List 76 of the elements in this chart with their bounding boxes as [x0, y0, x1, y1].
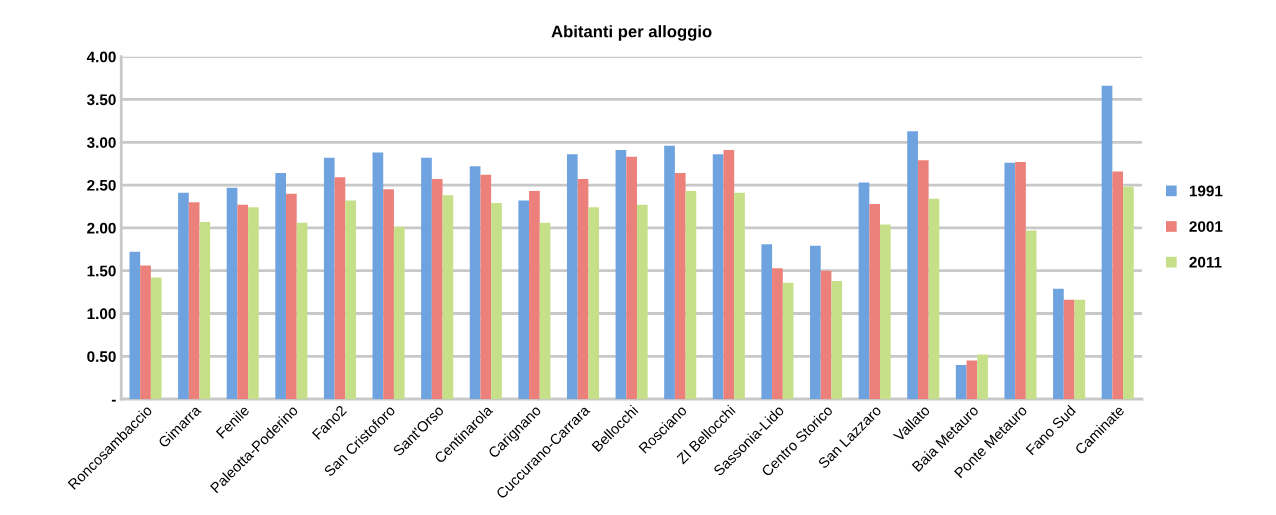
chart-title: Abitanti per alloggio: [551, 25, 712, 41]
bar: [831, 280, 843, 400]
bar: [869, 203, 881, 400]
bar: [518, 200, 530, 400]
bar: [199, 221, 211, 400]
bar: [323, 157, 335, 400]
bar: [1063, 299, 1075, 400]
bar: [1015, 161, 1026, 400]
bar: [529, 191, 540, 400]
bar: [237, 204, 249, 400]
bar: [955, 364, 967, 400]
bar: [1004, 162, 1016, 400]
bar: [928, 198, 940, 400]
bar: [469, 166, 481, 400]
bar: [226, 187, 238, 400]
bar: [188, 202, 200, 400]
bar: [140, 265, 151, 400]
bar: [1101, 85, 1113, 400]
bar: [820, 270, 832, 400]
legend-label: 1991: [1189, 185, 1223, 197]
legend-label: 2001: [1189, 221, 1223, 232]
bar: [685, 191, 697, 400]
y-tick-label: 3.00: [86, 137, 116, 148]
bar: [334, 177, 346, 400]
bar: [664, 145, 675, 400]
bar: [907, 131, 918, 400]
bar: [1053, 288, 1064, 400]
bar: [723, 149, 735, 400]
bar: [810, 245, 821, 400]
bar: [917, 160, 929, 400]
bar: [626, 156, 637, 400]
y-tick-label: 2.00: [87, 222, 116, 234]
bar: [858, 182, 870, 400]
bar: [345, 200, 356, 400]
legend-label: 2011: [1189, 256, 1222, 268]
bar: [431, 179, 443, 400]
bar: [1112, 171, 1124, 400]
bar: [588, 207, 600, 400]
bar: [734, 192, 745, 400]
bar: [1025, 230, 1037, 400]
bar: [150, 277, 162, 400]
bar: [712, 154, 724, 400]
bar: [491, 203, 502, 400]
bar: [383, 189, 394, 400]
y-tick-label: 1.50: [87, 265, 116, 277]
y-tick-label: 4.00: [86, 51, 116, 63]
bar: [248, 207, 259, 400]
bar: [566, 154, 578, 400]
bar: [880, 224, 891, 400]
bar: [129, 251, 141, 400]
bar: [286, 193, 297, 400]
y-tick-label: 2.50: [87, 179, 116, 191]
bar: [442, 195, 454, 400]
y-tick-label: 3.50: [86, 94, 116, 106]
bar: [782, 282, 794, 400]
bar: [577, 179, 589, 400]
bar: [772, 268, 783, 400]
bar: [1123, 186, 1134, 400]
bar: [296, 222, 308, 400]
bar: [1074, 299, 1086, 400]
bar: [674, 173, 686, 400]
bar: [636, 204, 648, 400]
y-tick-label: 1.00: [87, 308, 116, 320]
bar: [393, 227, 405, 400]
y-tick-label: -: [111, 399, 116, 402]
bar: [421, 157, 432, 400]
bar: [480, 174, 492, 400]
bar: [966, 360, 978, 400]
bar: [539, 222, 551, 400]
bar: [615, 149, 627, 400]
y-tick-label: 0.50: [87, 351, 116, 362]
bar: [275, 173, 287, 400]
bar: [977, 354, 988, 400]
bar: [761, 244, 773, 400]
bar: [178, 192, 189, 400]
bar: [372, 152, 384, 400]
